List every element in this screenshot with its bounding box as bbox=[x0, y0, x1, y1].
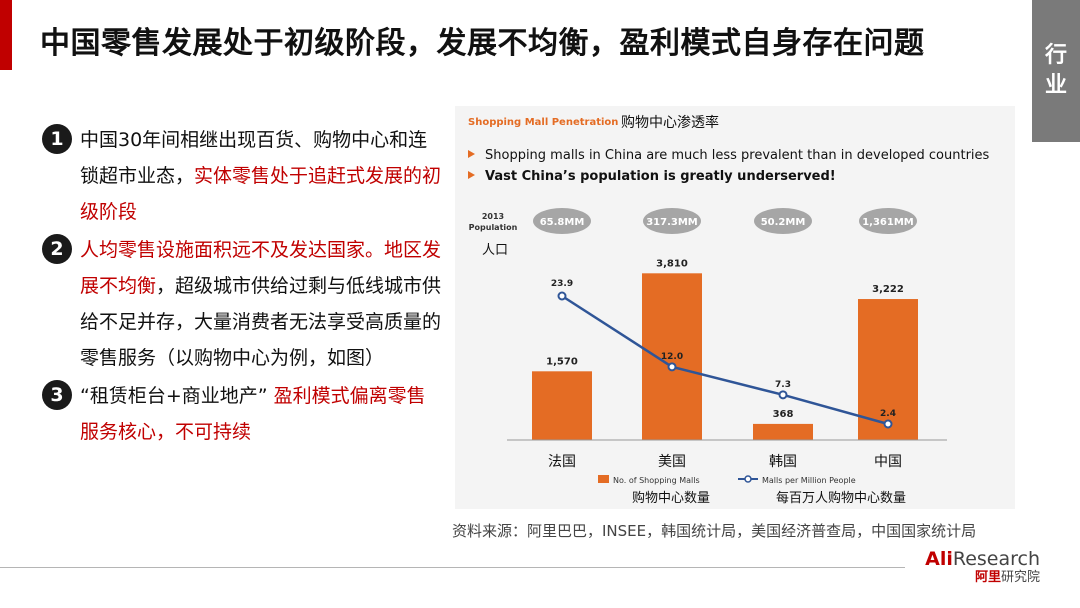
point-1: 1 中国30年间相继出现百货、购物中心和连锁超市业态，实体零售处于追赶式发展的初级… bbox=[42, 122, 442, 230]
legend-bar-swatch bbox=[598, 475, 609, 483]
logo-ali-cn: 阿里 bbox=[974, 570, 1001, 585]
chart-bullet-2: Vast China’s population is greatly under… bbox=[485, 169, 836, 184]
line-malls-per-million bbox=[561, 294, 889, 426]
line-value-label: 7.3 bbox=[775, 380, 791, 390]
x-tick-label: 美国 bbox=[658, 454, 686, 470]
chart-bullet-1: Shopping malls in China are much less pr… bbox=[485, 148, 990, 163]
bar-shopping-malls bbox=[532, 371, 592, 440]
population-value: 1,361MM bbox=[862, 217, 914, 228]
population-value: 50.2MM bbox=[761, 217, 806, 228]
line-point-marker bbox=[778, 390, 788, 400]
line-value-label: 12.0 bbox=[661, 352, 683, 362]
chart-title-cn: 购物中心渗透率 bbox=[621, 114, 719, 131]
bullet-arrow-icon bbox=[468, 171, 475, 179]
bar-shopping-malls bbox=[858, 299, 918, 440]
population-bubble bbox=[859, 208, 917, 234]
point-number-badge: 1 bbox=[42, 124, 72, 154]
point-number-badge: 2 bbox=[42, 234, 72, 264]
x-tick-label: 韩国 bbox=[769, 454, 797, 470]
title-accent-bar bbox=[0, 0, 12, 70]
bar-value-label: 368 bbox=[773, 409, 794, 420]
bar-value-label: 1,570 bbox=[546, 356, 578, 367]
x-tick-label: 中国 bbox=[874, 454, 902, 470]
aliresearch-logo: AliResearch 阿里研究院 bbox=[925, 548, 1040, 585]
x-tick-label: 法国 bbox=[548, 454, 576, 470]
population-value: 317.3MM bbox=[646, 217, 698, 228]
point-highlight-text: 实体零售处于追赶式发展的初级阶段 bbox=[80, 165, 442, 223]
line-point-marker bbox=[883, 419, 893, 429]
bar-value-label: 3,810 bbox=[656, 258, 688, 269]
bar-shopping-malls bbox=[753, 423, 813, 440]
legend-bar-label-cn: 购物中心数量 bbox=[632, 490, 710, 506]
chart-title-en: Shopping Mall Penetration bbox=[468, 117, 618, 128]
logo-ali: Ali bbox=[925, 548, 953, 570]
population-bubble bbox=[754, 208, 812, 234]
key-points: 1 中国30年间相继出现百货、购物中心和连锁超市业态，实体零售处于追赶式发展的初级… bbox=[42, 122, 442, 452]
footer-divider bbox=[0, 567, 905, 568]
bullet-arrow-icon bbox=[468, 150, 475, 158]
point-text: 中国30年间相继出现百货、购物中心和连锁超市业态， bbox=[80, 129, 428, 187]
point-2: 2 人均零售设施面积远不及发达国家。地区发展不均衡，超级城市供给过剩与低线城市供给… bbox=[42, 232, 442, 376]
point-number-badge: 3 bbox=[42, 380, 72, 410]
legend-line-marker bbox=[744, 475, 752, 483]
point-highlight-text: 盈利模式偏离零售服务核心，不可持续 bbox=[80, 385, 426, 443]
legend-line-label-cn: 每百万人购物中心数量 bbox=[776, 490, 906, 506]
source-note: 资料来源：阿里巴巴，INSEE，韩国统计局，美国经济普查局，中国国家统计局 bbox=[452, 522, 977, 540]
logo-research: Research bbox=[952, 548, 1040, 570]
section-tab[interactable]: 行业 bbox=[1032, 0, 1080, 142]
population-year-label: 2013 bbox=[482, 212, 504, 221]
line-point-marker bbox=[557, 291, 567, 301]
mall-penetration-chart: Shopping Mall Penetration 购物中心渗透率 Shopping… bbox=[455, 106, 1015, 509]
point-text: “租赁柜台+商业地产” bbox=[80, 385, 268, 407]
line-point-marker bbox=[667, 362, 677, 372]
population-value: 65.8MM bbox=[540, 217, 585, 228]
legend-bar-label: No. of Shopping Malls bbox=[613, 476, 700, 485]
bar-value-label: 3,222 bbox=[872, 284, 904, 295]
slide-title: 中国零售发展处于初级阶段，发展不均衡，盈利模式自身存在问题 bbox=[40, 26, 925, 61]
population-label-en: Population bbox=[469, 223, 518, 232]
section-tab-label: 行业 bbox=[1044, 43, 1067, 98]
bar-shopping-malls bbox=[642, 273, 702, 440]
point-text: ，超级城市供给过剩与低线城市供给不足并存，大量消费者无法享受高质量的零售服务（以… bbox=[80, 275, 442, 369]
line-value-label: 23.9 bbox=[551, 279, 573, 289]
population-bubble bbox=[643, 208, 701, 234]
point-3: 3 “租赁柜台+商业地产” 盈利模式偏离零售服务核心，不可持续 bbox=[42, 378, 442, 450]
population-bubble bbox=[533, 208, 591, 234]
legend-line-label: Malls per Million People bbox=[762, 476, 856, 485]
population-label-cn: 人口 bbox=[482, 243, 508, 258]
line-value-label: 2.4 bbox=[880, 409, 896, 419]
logo-institute-cn: 研究院 bbox=[1000, 570, 1040, 585]
point-highlight-text: 人均零售设施面积远不及发达国家。地区发展不均衡 bbox=[80, 239, 442, 297]
